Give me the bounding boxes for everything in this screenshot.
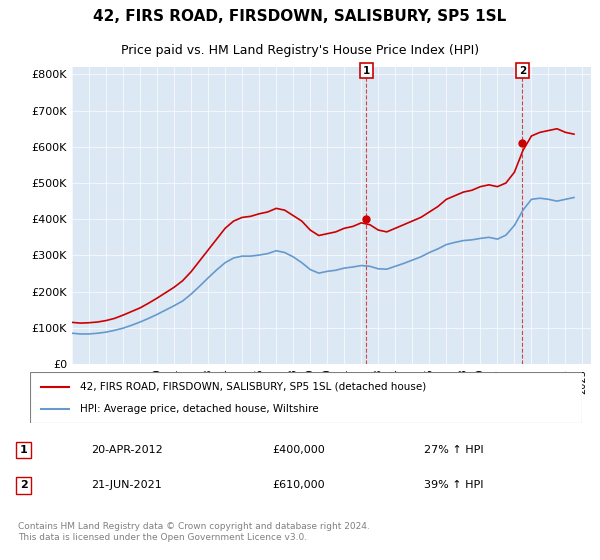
- Text: £610,000: £610,000: [272, 480, 325, 490]
- Text: 21-JUN-2021: 21-JUN-2021: [91, 480, 162, 490]
- Text: 39% ↑ HPI: 39% ↑ HPI: [424, 480, 484, 490]
- Text: 27% ↑ HPI: 27% ↑ HPI: [424, 445, 484, 455]
- Text: 42, FIRS ROAD, FIRSDOWN, SALISBURY, SP5 1SL (detached house): 42, FIRS ROAD, FIRSDOWN, SALISBURY, SP5 …: [80, 381, 426, 391]
- Text: Price paid vs. HM Land Registry's House Price Index (HPI): Price paid vs. HM Land Registry's House …: [121, 44, 479, 57]
- Text: 20-APR-2012: 20-APR-2012: [91, 445, 163, 455]
- FancyBboxPatch shape: [30, 372, 582, 423]
- Text: £400,000: £400,000: [272, 445, 325, 455]
- Text: 1: 1: [20, 445, 28, 455]
- Text: Contains HM Land Registry data © Crown copyright and database right 2024.
This d: Contains HM Land Registry data © Crown c…: [18, 522, 370, 542]
- Text: 42, FIRS ROAD, FIRSDOWN, SALISBURY, SP5 1SL: 42, FIRS ROAD, FIRSDOWN, SALISBURY, SP5 …: [94, 10, 506, 24]
- Text: 2: 2: [519, 66, 526, 76]
- Text: 2: 2: [20, 480, 28, 490]
- Text: HPI: Average price, detached house, Wiltshire: HPI: Average price, detached house, Wilt…: [80, 404, 319, 414]
- Text: 1: 1: [363, 66, 370, 76]
